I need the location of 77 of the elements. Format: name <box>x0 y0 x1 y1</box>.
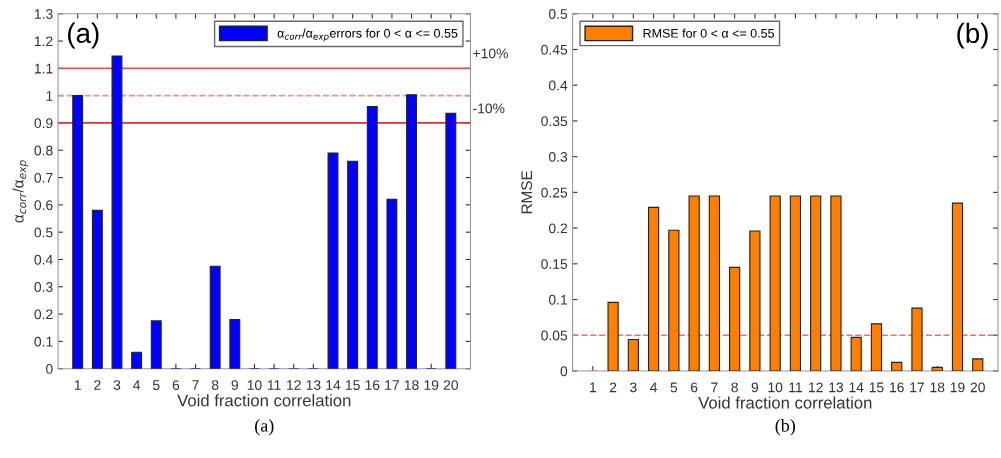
y-tick-label: 0 <box>560 366 568 377</box>
y-tick-label: 0.7 <box>34 172 53 183</box>
y-tick-label: 0.3 <box>34 282 53 292</box>
x-tick-label: 19 <box>424 380 439 390</box>
annotation: (b) <box>957 22 988 49</box>
x-tick-label: 8 <box>211 380 219 390</box>
text: +10% <box>473 48 508 59</box>
y-tick-label: 1.3 <box>34 9 53 19</box>
x-tick-label: 13 <box>829 382 844 393</box>
x-tick-label: 7 <box>192 380 199 390</box>
y-tick-label: 1 <box>46 91 53 101</box>
x-tick-label: 18 <box>930 382 945 393</box>
x-axis-title: Void fraction correlation <box>177 394 351 407</box>
text: (b) <box>775 419 796 436</box>
x-tick-label: 4 <box>650 382 658 393</box>
x-tick-label: 9 <box>231 380 239 390</box>
x-tick-label: 15 <box>869 382 884 393</box>
x-tick-label: 8 <box>731 382 738 393</box>
x-tick-label: 10 <box>247 380 262 390</box>
x-tick-label: 3 <box>630 382 637 393</box>
y-tick-label: 0.25 <box>541 187 568 198</box>
x-tick-label: 11 <box>267 380 281 390</box>
y-tick-label: 0.05 <box>541 330 568 341</box>
x-tick-label: 16 <box>365 380 380 390</box>
x-tick-label: 20 <box>443 380 459 390</box>
y-axis-title: α$_{corr}$/α$_{exp}$ <box>12 160 29 223</box>
x-tick-label: 1 <box>590 382 597 393</box>
x-tick-label: 13 <box>306 380 321 390</box>
x-tick-label: 5 <box>152 380 160 390</box>
x-axis-title: Void fraction correlation <box>698 396 872 409</box>
x-tick-label: 20 <box>970 382 985 393</box>
x-tick-label: 17 <box>385 380 399 390</box>
x-tick-label: 6 <box>690 382 698 393</box>
x-tick-label: 12 <box>809 382 823 393</box>
x-tick-label: 3 <box>113 380 121 390</box>
x-tick-label: 7 <box>711 382 718 393</box>
x-tick-label: 15 <box>345 380 360 390</box>
y-tick-label: 0.2 <box>34 309 53 320</box>
x-tick-label: 9 <box>751 382 759 393</box>
y-tick-label: 1.1 <box>34 63 53 74</box>
y-tick-label: 0.15 <box>541 259 568 269</box>
legend-label: α$_{corr}$/α$_{exp}$errors for 0 < α <= 0.55 <box>277 28 458 42</box>
legend-label: RMSE for 0 < α <= 0.55 <box>643 28 774 38</box>
y-tick-label: 0.1 <box>34 336 53 347</box>
x-tick-label: 4 <box>133 380 141 390</box>
x-tick-label: 2 <box>94 380 101 390</box>
y-tick-label: 0.45 <box>541 44 568 55</box>
y-tick-label: 0.5 <box>34 227 53 238</box>
x-tick-label: 5 <box>670 382 678 393</box>
x-tick-label: 1 <box>74 380 81 390</box>
y-tick-label: 0.4 <box>34 254 53 265</box>
x-tick-label: 17 <box>910 382 924 393</box>
y-tick-label: 0.6 <box>34 200 53 211</box>
y-tick-label: 0.3 <box>548 151 568 162</box>
x-tick-label: 14 <box>326 380 341 390</box>
y-tick-label: 0.4 <box>548 80 568 91</box>
x-tick-label: 14 <box>849 382 864 393</box>
x-tick-label: 12 <box>287 380 301 390</box>
y-tick-label: 0.9 <box>34 118 53 129</box>
x-tick-label: 10 <box>768 382 783 393</box>
y-tick-label: 0.1 <box>548 294 568 305</box>
y-tick-label: 0.8 <box>34 145 53 156</box>
text: -10% <box>473 103 505 114</box>
x-tick-label: 19 <box>950 382 965 393</box>
y-tick-label: 0.2 <box>548 223 568 234</box>
y-tick-label: 0 <box>46 364 53 374</box>
x-tick-label: 18 <box>404 380 419 390</box>
x-tick-label: 11 <box>789 382 802 393</box>
text: (a) <box>255 419 274 436</box>
annotation: (a) <box>68 22 99 49</box>
y-tick-label: 0.35 <box>541 116 568 127</box>
x-tick-label: 2 <box>609 382 617 393</box>
y-axis-title: RMSE <box>521 170 533 214</box>
y-tick-label: 1.2 <box>34 36 53 47</box>
x-tick-label: 6 <box>172 380 180 390</box>
y-tick-label: 0.5 <box>548 9 568 19</box>
x-tick-label: 16 <box>890 382 904 393</box>
